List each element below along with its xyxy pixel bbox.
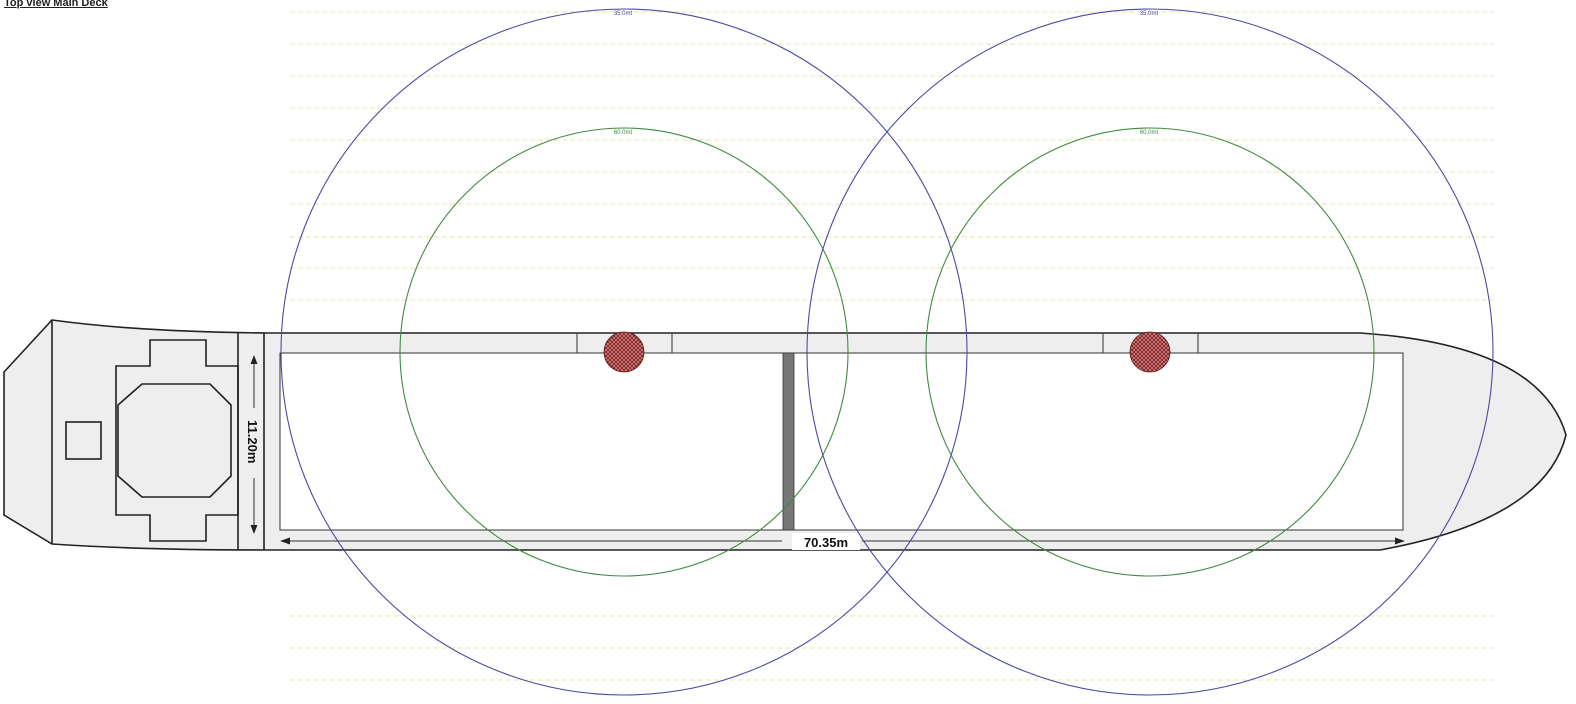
crane-2-inner-radius-label: 60.0mt bbox=[1140, 130, 1159, 136]
crane-1-inner-radius-label: 60.0mt bbox=[614, 130, 633, 136]
crane-2-outer-radius bbox=[806, 8, 1494, 696]
crane-1: 35.0mt 60.0mt bbox=[280, 8, 968, 696]
crane-2-pedestal bbox=[1129, 331, 1171, 373]
length-dimension bbox=[280, 533, 1405, 550]
crane-1-pedestal bbox=[603, 331, 645, 373]
page-title: Top view Main Deck bbox=[4, 0, 108, 9]
crane-1-outer-radius-label: 35.0mt bbox=[614, 11, 633, 17]
crane-1-inner-radius bbox=[399, 127, 849, 577]
crane-2: 35.0mt 60.0mt bbox=[806, 8, 1494, 696]
crane-1-outer-radius bbox=[280, 8, 968, 696]
width-dimension bbox=[250, 355, 258, 534]
crane-2-outer-radius-label: 35.0mt bbox=[1140, 11, 1159, 17]
width-dimension-label: 11.20m bbox=[245, 420, 260, 463]
bulkhead bbox=[782, 352, 795, 531]
hatch-square bbox=[65, 421, 102, 460]
crane-2-inner-radius bbox=[925, 127, 1375, 577]
length-dimension-label: 70.35m bbox=[804, 535, 848, 550]
cargo-hold bbox=[279, 352, 1404, 531]
